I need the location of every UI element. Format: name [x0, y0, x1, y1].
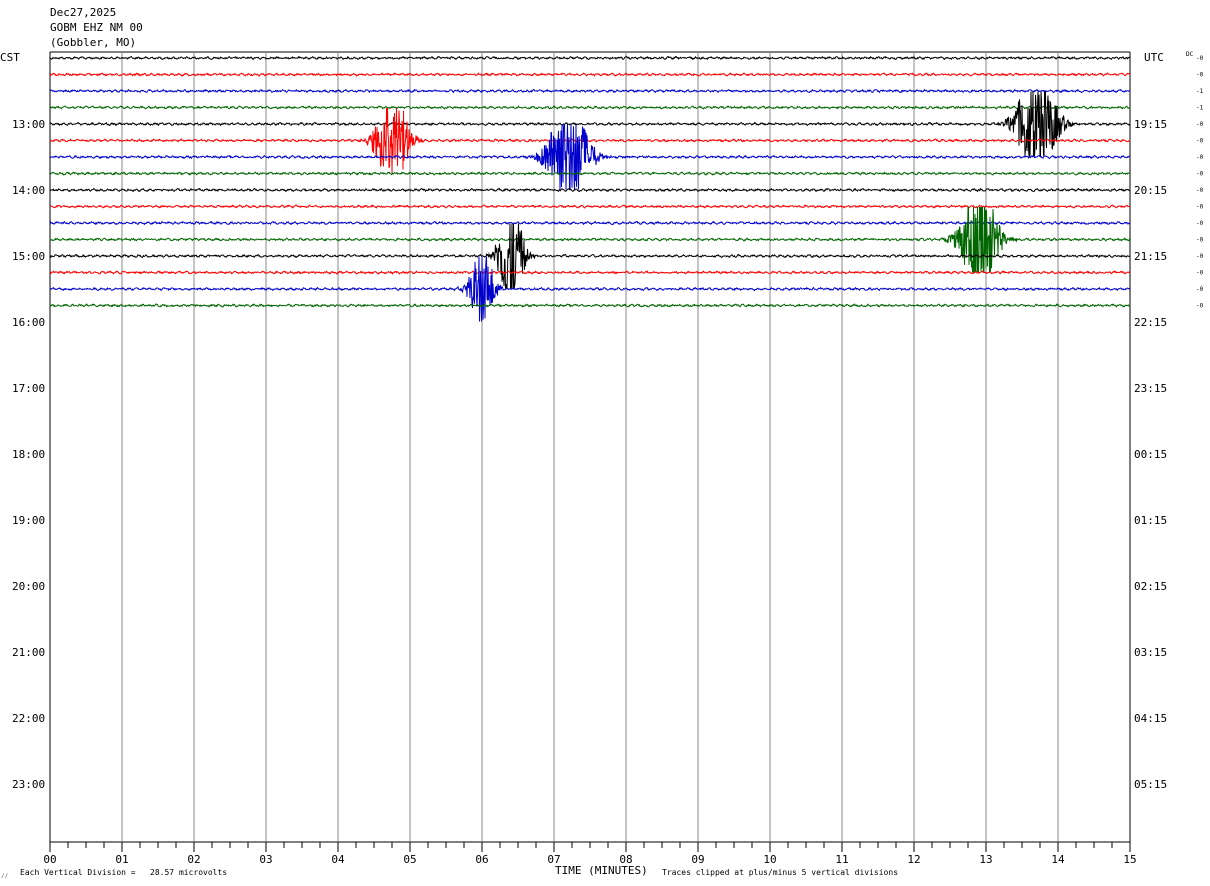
dc-offset-value: -1 [1196, 105, 1204, 112]
seismic-trace [49, 270, 1131, 275]
header-station: GOBM EHZ NM 00 [50, 21, 143, 34]
dc-offset-layer: -0 -0 -1 -1 -0 -0 -0 -0 -0 -0 -0 -0 -0 -0 -0 -0 [1196, 55, 1204, 310]
dc-offset-value: -0 [1196, 138, 1204, 145]
seismic-trace [49, 187, 1131, 193]
dc-offset-value: -0 [1196, 220, 1204, 227]
utc-hour-label: 01:15 [1134, 514, 1167, 527]
cst-hour-label: 20:00 [12, 580, 45, 593]
utc-hour-label: 05:15 [1134, 778, 1167, 791]
cst-hour-label: 21:00 [12, 646, 45, 659]
utc-hour-label: 19:15 [1134, 118, 1167, 131]
x-tick-label: 09 [691, 853, 704, 866]
seismic-trace [49, 206, 1131, 273]
x-tick-label: 08 [619, 853, 632, 866]
seismic-trace [49, 88, 1131, 94]
header-location: (Gobbler, MO) [50, 36, 136, 49]
dc-offset-value: -0 [1196, 187, 1204, 194]
seismic-trace [49, 72, 1131, 77]
dc-offset-value: -0 [1196, 253, 1204, 260]
dc-offset-value: -0 [1196, 286, 1204, 293]
x-axis-title: TIME (MINUTES) [555, 864, 648, 877]
cst-hour-label: 22:00 [12, 712, 45, 725]
dc-offset-value: -0 [1196, 204, 1204, 211]
cst-hour-label: 23:00 [12, 778, 45, 791]
x-tick-label: 07 [547, 853, 560, 866]
cst-hour-label: 14:00 [12, 184, 45, 197]
dc-offset-value: -0 [1196, 303, 1204, 310]
dc-offset-value: -0 [1196, 121, 1204, 128]
header-date: Dec27,2025 [50, 6, 116, 19]
seismic-trace [49, 223, 1131, 289]
x-tick-label: 10 [763, 853, 776, 866]
seismic-trace [49, 220, 1131, 226]
utc-hour-label: 02:15 [1134, 580, 1167, 593]
dc-offset-value: -0 [1196, 154, 1204, 161]
cst-hour-label: 19:00 [12, 514, 45, 527]
vertical-division-note: Each Vertical Division = 28.57 microvolt… [20, 868, 227, 877]
clip-note: Traces clipped at plus/minus 5 vertical … [662, 868, 898, 877]
x-tick-label: 14 [1051, 853, 1065, 866]
dc-offset-value: -0 [1196, 72, 1204, 79]
seismic-trace [49, 256, 1131, 322]
dc-offset-value: -0 [1196, 171, 1204, 178]
seismic-trace [49, 105, 1131, 110]
utc-hour-label: 20:15 [1134, 184, 1167, 197]
x-tick-label: 11 [835, 853, 848, 866]
x-tick-label: 04 [331, 853, 345, 866]
cst-hour-label: 13:00 [12, 118, 45, 131]
seismic-trace [49, 171, 1131, 176]
x-tick-label: 02 [187, 853, 200, 866]
hour-label-layer: 13:00 14:00 15:00 16:00 17:00 18:00 19:00 20:00… [12, 118, 1167, 791]
x-tick-label: 03 [259, 853, 272, 866]
utc-hour-label: 23:15 [1134, 382, 1167, 395]
x-tick-label: 00 [43, 853, 56, 866]
seismic-trace [49, 124, 1131, 190]
grid-layer [49, 51, 1131, 843]
right-axis-label: UTC [1144, 51, 1164, 64]
dc-offset-value: -0 [1196, 237, 1204, 244]
cst-hour-label: 18:00 [12, 448, 45, 461]
x-tick-label: 13 [979, 853, 992, 866]
seismic-trace [49, 107, 1131, 174]
utc-hour-label: 00:15 [1134, 448, 1167, 461]
seismic-trace [49, 303, 1131, 308]
utc-hour-label: 04:15 [1134, 712, 1167, 725]
dc-label: DC [1186, 51, 1194, 58]
dc-offset-value: -0 [1196, 270, 1204, 277]
x-tick-layer: 00 01 02 03 04 05 06 07 08 09 10 11 12 13 14 15 [43, 842, 1137, 866]
seismic-trace [49, 91, 1131, 157]
dc-offset-value: -0 [1196, 55, 1204, 62]
x-tick-label: 15 [1123, 853, 1136, 866]
cst-hour-label: 17:00 [12, 382, 45, 395]
x-tick-label: 01 [115, 853, 128, 866]
x-tick-label: 12 [907, 853, 920, 866]
x-tick-label: 06 [475, 853, 488, 866]
left-axis-label: CST [0, 51, 20, 64]
utc-hour-label: 21:15 [1134, 250, 1167, 263]
dc-offset-value: -1 [1196, 88, 1204, 95]
seismic-trace [49, 55, 1131, 61]
cst-hour-label: 16:00 [12, 316, 45, 329]
cst-hour-label: 15:00 [12, 250, 45, 263]
x-tick-label: 05 [403, 853, 416, 866]
trace-layer [49, 55, 1131, 322]
utc-hour-label: 22:15 [1134, 316, 1167, 329]
seismic-trace [49, 204, 1131, 209]
utc-hour-label: 03:15 [1134, 646, 1167, 659]
corner-mark: ⁄⁄ [1, 873, 8, 880]
